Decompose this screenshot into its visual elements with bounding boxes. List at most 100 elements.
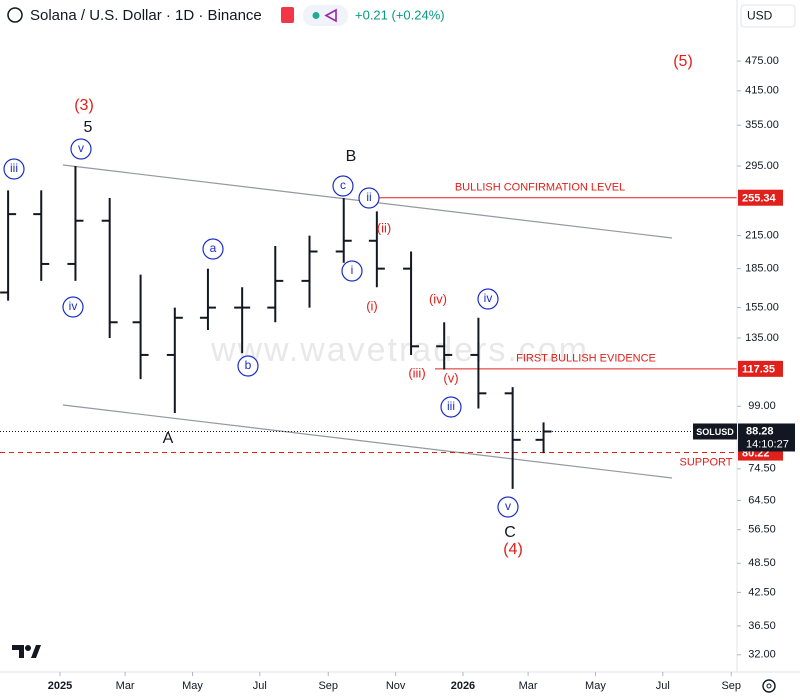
x-tick-label: 2026 [451, 680, 475, 692]
settings-gear-hole [766, 683, 772, 689]
last-price: 88.28 [746, 425, 774, 437]
x-tick-label: Sep [318, 680, 338, 692]
ohlc-bar [301, 235, 318, 308]
countdown: 14:10:27 [746, 438, 789, 450]
symbol-label: SOLUSD [696, 427, 734, 437]
wave-label: v [78, 141, 84, 155]
wave-circle [477, 288, 499, 310]
wave-label: (iv) [429, 291, 447, 306]
x-tick-label: May [182, 680, 203, 692]
symbol-box [693, 423, 737, 440]
trend-channel [62, 404, 673, 479]
wave-label: ii [366, 190, 371, 204]
logo-part [31, 645, 41, 658]
wave-circle [62, 296, 84, 318]
level-label: FIRST BULLISH EVIDENCE [516, 353, 656, 365]
wave-label: (i) [366, 298, 378, 313]
ohlc-bar [403, 251, 420, 355]
y-tick-label: 475.00 [745, 55, 779, 67]
x-tick-label: Jul [656, 680, 670, 692]
wave-label: 5 [84, 119, 93, 136]
ohlc-bar [166, 307, 183, 414]
wave-label: B [346, 148, 357, 165]
y-tick-label: 32.00 [748, 649, 776, 661]
x-tick-label: Jul [253, 680, 267, 692]
level-label: BULLISH CONFIRMATION LEVEL [455, 182, 625, 194]
wave-label: iii [10, 161, 18, 175]
currency: USD [747, 9, 773, 23]
y-tick-label: 56.50 [748, 524, 776, 536]
ohlc-bar [267, 246, 284, 323]
y-tick-label: 135.00 [745, 332, 779, 344]
flag-icon[interactable] [281, 7, 294, 23]
wave-label: (3) [74, 97, 94, 114]
wave-label: iv [69, 299, 78, 313]
x-tick-label: Nov [386, 680, 406, 692]
price-change: +0.21 (+0.24%) [355, 7, 445, 22]
wave-circle [237, 355, 259, 377]
x-tick-label: Sep [721, 680, 741, 692]
wave-label: i [351, 263, 354, 277]
plot-area: www.wavetraders.com BULLISH CONFIRMATION … [0, 53, 737, 558]
y-tick-label: 74.50 [748, 463, 776, 475]
wave-circle [497, 496, 519, 518]
wave-label: (v) [443, 370, 458, 385]
wave-label: iv [484, 291, 493, 305]
ohlc-bar [0, 190, 17, 301]
y-tick-label: 64.50 [748, 494, 776, 506]
ohlc-bar [368, 211, 385, 288]
header: Solana / U.S. Dollar · 1D · Binance +0.2… [7, 4, 796, 28]
chart-title: Solana / U.S. Dollar · 1D · Binance [30, 7, 262, 24]
tradingview-logo [12, 645, 41, 658]
y-tick-label: 42.50 [748, 586, 776, 598]
wave-label: b [245, 358, 252, 372]
wave-label: A [163, 430, 174, 447]
wave-label: (5) [673, 53, 693, 70]
x-tick-label: May [585, 680, 606, 692]
logo-part [25, 645, 31, 651]
status-icon [324, 8, 337, 23]
y-tick-label: 99.00 [748, 400, 776, 412]
y-tick-label: 355.00 [745, 119, 779, 131]
wave-label: v [505, 499, 511, 513]
ohlc-bar [132, 274, 149, 380]
x-tick-label: Mar [116, 680, 135, 692]
ohlc-bar [436, 322, 453, 370]
ohlc-bar [33, 190, 50, 281]
ohlc-bar [101, 198, 118, 338]
wave-label: (4) [503, 541, 523, 558]
currency-button[interactable] [740, 4, 796, 28]
wave-label: (iii) [408, 365, 425, 380]
status-dot [312, 12, 320, 19]
y-tick-label: 215.00 [745, 229, 779, 241]
wave-circle [440, 396, 462, 418]
wave-circle [341, 260, 363, 282]
ohlc-bar [470, 317, 487, 409]
wave-circle [70, 138, 92, 160]
symbol-icon [7, 7, 23, 23]
logo-part [12, 645, 24, 658]
level-label: SUPPORT [680, 456, 733, 468]
settings-icon[interactable] [762, 679, 776, 693]
watermark: www.wavetraders.com [210, 331, 589, 369]
wave-circle [358, 187, 380, 209]
y-tick-label: 185.00 [745, 263, 779, 275]
settings-gear[interactable] [762, 679, 776, 693]
ohlc-bar [335, 198, 352, 263]
y-tick-label: 295.00 [745, 160, 779, 172]
y-tick-label: 36.50 [748, 620, 776, 632]
level-price-box [738, 360, 783, 377]
wave-circle [202, 238, 224, 260]
ohlc-bar [504, 387, 521, 489]
wave-circle [3, 158, 25, 180]
last-price-box [738, 423, 795, 452]
ohlc-bar [234, 287, 251, 354]
ohlc-bar [199, 268, 216, 330]
x-tick-label: Mar [519, 680, 538, 692]
wave-label: C [504, 524, 516, 541]
wave-label: c [340, 178, 346, 192]
ohlc-bar [535, 422, 552, 454]
y-tick-label: 48.50 [748, 557, 776, 569]
wave-circle [332, 175, 354, 197]
